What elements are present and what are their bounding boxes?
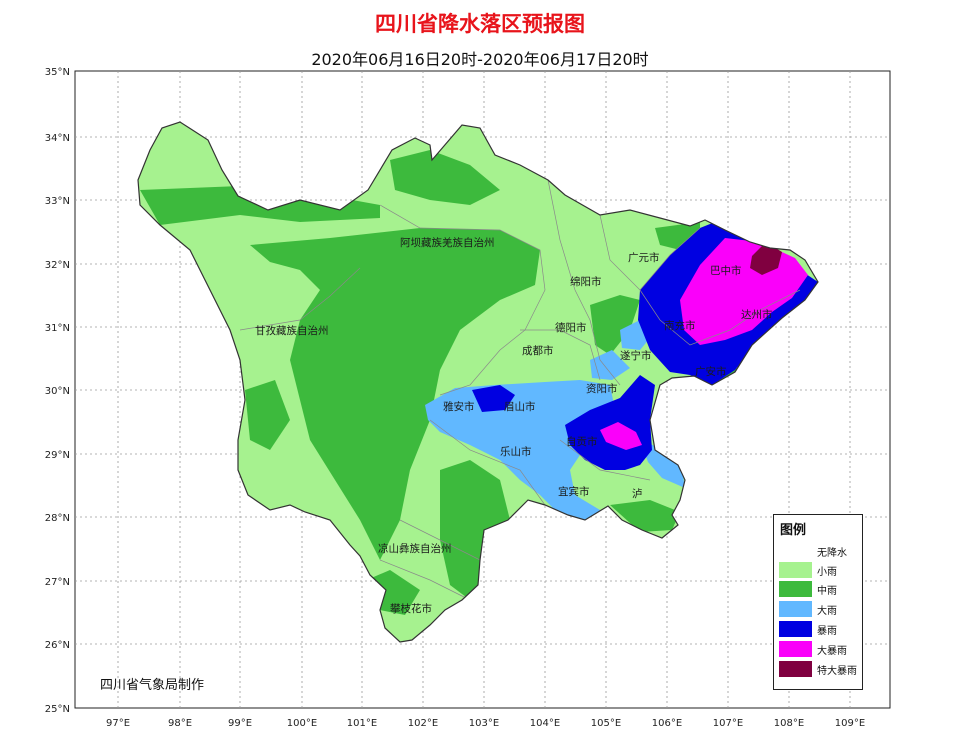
region-label-guangyuan: 广元市 bbox=[628, 251, 660, 264]
legend-swatch bbox=[779, 562, 812, 578]
legend-item: 大雨 bbox=[779, 601, 861, 618]
lat-labels: 35°N 34°N 33°N 32°N 31°N 30°N 29°N 28°N … bbox=[45, 67, 70, 715]
legend-item: 大暴雨 bbox=[779, 641, 861, 658]
lon-label: 105°E bbox=[591, 718, 621, 729]
lon-label: 104°E bbox=[530, 718, 560, 729]
region-label-yaan: 雅安市 bbox=[443, 400, 475, 413]
region-label-ziyang: 资阳市 bbox=[586, 382, 618, 395]
region-label-suining: 遂宁市 bbox=[620, 349, 652, 362]
lon-label: 101°E bbox=[347, 718, 377, 729]
region-label-guangan: 广安市 bbox=[695, 365, 727, 378]
region-label-mianyang: 绵阳市 bbox=[570, 275, 602, 288]
region-label-chengdu: 成都市 bbox=[522, 344, 554, 357]
lon-label: 102°E bbox=[408, 718, 438, 729]
legend-item: 中雨 bbox=[779, 581, 861, 598]
legend-label: 特大暴雨 bbox=[817, 666, 857, 677]
legend-item: 特大暴雨 bbox=[779, 661, 861, 678]
lon-label: 107°E bbox=[713, 718, 743, 729]
lat-label: 31°N bbox=[45, 323, 70, 334]
region-label-aba: 阿坝藏族羌族自治州 bbox=[400, 236, 495, 249]
region-labels: 阿坝藏族羌族自治州 甘孜藏族自治州 凉山彝族自治州 攀枝花市 成都市 德阳市 绵… bbox=[255, 236, 773, 615]
sichuan-outline bbox=[137, 121, 819, 643]
legend-label: 暴雨 bbox=[817, 626, 837, 637]
legend-swatch bbox=[779, 601, 812, 617]
legend-swatch bbox=[779, 543, 812, 559]
producer-credit: 四川省气象局制作 bbox=[100, 678, 205, 693]
lon-label: 109°E bbox=[835, 718, 865, 729]
region-label-deyang: 德阳市 bbox=[555, 321, 587, 334]
region-label-zigong: 自贡市 bbox=[566, 435, 598, 448]
region-label-panzhihua: 攀枝花市 bbox=[390, 602, 432, 615]
lon-label: 99°E bbox=[228, 718, 252, 729]
legend-item: 无降水 bbox=[779, 543, 861, 560]
legend: 图例 无降水 小雨 中雨 大雨 暴雨 大暴雨 特大暴雨 bbox=[773, 514, 863, 690]
lat-label: 30°N bbox=[45, 386, 70, 397]
lon-label: 100°E bbox=[287, 718, 317, 729]
heavy-rain-areas bbox=[425, 320, 685, 520]
lon-label: 106°E bbox=[652, 718, 682, 729]
map-title: 四川省降水落区预报图 bbox=[375, 12, 585, 36]
lat-label: 35°N bbox=[45, 67, 70, 78]
legend-swatch bbox=[779, 641, 812, 657]
legend-swatch bbox=[779, 581, 812, 597]
region-label-ganzi: 甘孜藏族自治州 bbox=[255, 324, 329, 337]
lat-label: 25°N bbox=[45, 704, 70, 715]
lat-label: 28°N bbox=[45, 513, 70, 524]
legend-label: 大暴雨 bbox=[817, 646, 847, 657]
extreme-rainstorm-areas bbox=[750, 242, 782, 275]
lat-label: 33°N bbox=[45, 196, 70, 207]
legend-item: 小雨 bbox=[779, 562, 861, 579]
lon-labels: 97°E 98°E 99°E 100°E 101°E 102°E 103°E 1… bbox=[106, 718, 865, 729]
lat-label: 29°N bbox=[45, 450, 70, 461]
region-label-leshan: 乐山市 bbox=[500, 445, 532, 458]
legend-label: 无降水 bbox=[817, 548, 847, 559]
moderate-rain-areas bbox=[140, 150, 745, 615]
lat-label: 26°N bbox=[45, 640, 70, 651]
region-label-dazhou: 达州市 bbox=[741, 308, 773, 321]
legend-item: 暴雨 bbox=[779, 621, 861, 638]
lat-label: 34°N bbox=[45, 133, 70, 144]
map-subtitle: 2020年06月16日20时-2020年06月17日20时 bbox=[311, 50, 649, 69]
lat-label: 32°N bbox=[45, 260, 70, 271]
lon-label: 108°E bbox=[774, 718, 804, 729]
region-label-nanchong: 南充市 bbox=[664, 319, 696, 332]
lat-label: 27°N bbox=[45, 577, 70, 588]
legend-swatch bbox=[779, 621, 812, 637]
lon-label: 98°E bbox=[168, 718, 192, 729]
legend-label: 大雨 bbox=[817, 606, 837, 617]
legend-label: 中雨 bbox=[817, 586, 837, 597]
city-boundaries bbox=[239, 179, 801, 601]
legend-label: 小雨 bbox=[817, 567, 837, 578]
region-label-bazhong: 巴中市 bbox=[710, 264, 742, 277]
region-label-yibin: 宜宾市 bbox=[558, 485, 590, 498]
legend-title: 图例 bbox=[780, 523, 807, 538]
region-label-luzhou: 泸 bbox=[632, 488, 643, 500]
region-label-liangshan: 凉山彝族自治州 bbox=[378, 542, 452, 555]
lon-label: 97°E bbox=[106, 718, 130, 729]
region-label-meishan: 眉山市 bbox=[504, 400, 536, 413]
legend-swatch bbox=[779, 661, 812, 677]
lon-label: 103°E bbox=[469, 718, 499, 729]
